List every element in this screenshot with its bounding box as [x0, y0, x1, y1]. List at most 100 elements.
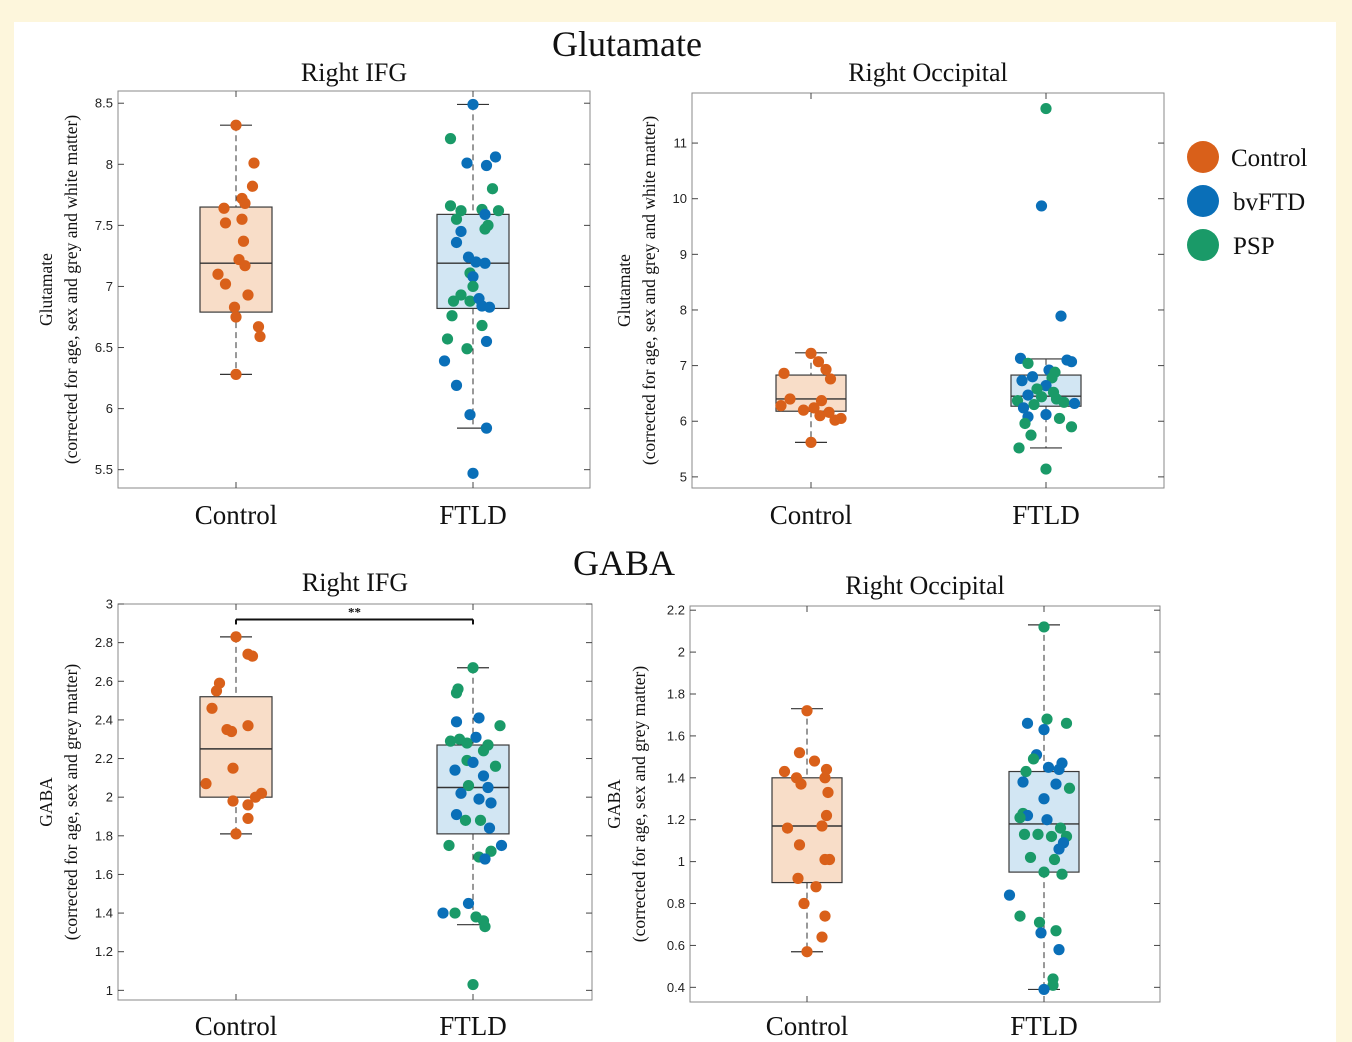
data-point-bvftd: [437, 907, 449, 919]
data-point-psp: [479, 920, 491, 933]
data-point-bvftd: [450, 236, 463, 249]
data-point-bvftd: [1038, 983, 1050, 996]
data-point-psp: [489, 760, 502, 772]
data-point-psp: [450, 687, 463, 699]
glutamate-right-ifg-chart: 5.5 6 6.5 7 7.5 8 8.5 Right IFG Control FTLD Gluta…: [36, 58, 591, 530]
gaba-right-occipital-chart: 0.4 0.6 0.8 1 1.2 1.4 1.6 1.8 2 2.2 Right Occipita…: [604, 571, 1161, 1041]
y-tick-label: 3: [106, 597, 113, 612]
y-tick-label: 2: [678, 645, 685, 660]
data-point-psp: [1032, 828, 1044, 840]
y-tick-label: 1: [106, 983, 113, 998]
category-label-ftld: FTLD: [439, 1011, 507, 1041]
data-point-bvftd: [1040, 380, 1052, 392]
data-point-control: [812, 356, 825, 368]
data-point-control: [819, 910, 831, 922]
data-point-psp: [1038, 866, 1050, 878]
data-point-psp: [449, 907, 461, 919]
data-point-psp: [1046, 372, 1058, 384]
data-point-bvftd: [438, 355, 451, 367]
data-point-psp: [485, 845, 497, 857]
data-point-psp: [1022, 357, 1034, 369]
data-point-bvftd: [467, 756, 479, 769]
data-point-psp: [1056, 868, 1068, 880]
data-point-psp: [1013, 442, 1025, 454]
data-point-psp: [1019, 417, 1031, 430]
data-point-control: [246, 180, 259, 192]
data-point-psp: [1047, 979, 1059, 991]
data-point-psp: [1053, 412, 1066, 425]
data-point-bvftd: [1053, 843, 1065, 855]
data-point-control: [781, 822, 794, 834]
data-point-control: [778, 765, 791, 778]
data-point-bvftd: [1065, 356, 1078, 368]
data-point-control: [793, 839, 806, 851]
data-point-bvftd: [1050, 778, 1062, 790]
data-point-bvftd: [470, 256, 482, 268]
category-label-ftld: FTLD: [1010, 1011, 1078, 1041]
y-tick-label: 1.2: [667, 812, 685, 827]
data-point-psp: [1045, 830, 1058, 843]
data-point-control: [823, 406, 835, 418]
data-point-control: [227, 795, 239, 807]
data-point-psp: [1041, 713, 1053, 725]
data-point-psp: [1033, 916, 1046, 928]
data-point-bvftd: [1022, 389, 1034, 401]
data-point-bvftd: [1042, 761, 1055, 773]
y-tick-label: 6.5: [95, 340, 113, 355]
box-ftld: [436, 213, 510, 310]
data-point-control: [242, 812, 254, 825]
significance-label: **: [348, 604, 361, 619]
legend-marker-psp: [1187, 229, 1219, 261]
y-tick-label: 1.6: [95, 867, 113, 882]
data-point-control: [805, 436, 817, 448]
y-axis-sublabel: (corrected for age, sex and grey and whi…: [639, 116, 659, 466]
data-point-control: [242, 799, 254, 811]
data-point-psp: [462, 779, 475, 792]
data-point-bvftd: [482, 781, 494, 794]
data-point-psp: [447, 295, 460, 307]
panel-title: Right IFG: [301, 58, 407, 87]
y-tick-label: 6: [680, 414, 687, 429]
data-point-control: [808, 402, 820, 414]
data-point-control: [795, 778, 807, 790]
data-point-psp: [444, 200, 457, 212]
y-tick-label: 1.8: [667, 687, 685, 702]
gaba-right-ifg-chart: 1 1.2 1.4 1.6 1.8 2 2.2 2.4 2.6 2.8 3 ** Right IFG Co…: [36, 568, 593, 1041]
data-point-psp: [444, 735, 457, 747]
data-point-control: [792, 872, 804, 884]
data-point-psp: [1027, 753, 1040, 765]
data-point-control: [248, 157, 260, 169]
data-point-control: [829, 414, 841, 426]
data-point-bvftd: [1038, 724, 1050, 736]
data-point-bvftd: [1053, 763, 1065, 776]
y-tick-label: 1.6: [667, 728, 685, 743]
data-point-bvftd: [1016, 375, 1028, 387]
data-point-bvftd: [1021, 717, 1034, 729]
data-point-bvftd: [1041, 814, 1053, 826]
data-point-psp: [446, 310, 458, 322]
data-point-psp: [443, 839, 455, 852]
data-point-psp: [1050, 925, 1062, 937]
data-point-control: [801, 705, 813, 717]
y-axis-sublabel: (corrected for age, sex and grey matter): [629, 666, 649, 943]
y-tick-label: 7: [106, 279, 113, 294]
data-point-bvftd: [480, 159, 493, 172]
data-point-psp: [1058, 396, 1070, 408]
data-point-psp: [459, 814, 472, 826]
data-point-bvftd: [450, 808, 463, 821]
data-point-control: [219, 278, 232, 290]
data-point-control: [239, 197, 251, 209]
data-point-psp: [467, 280, 479, 293]
data-point-bvftd: [1017, 402, 1030, 414]
data-point-control: [254, 330, 266, 343]
data-point-control: [778, 367, 790, 379]
data-point-bvftd: [1055, 310, 1067, 322]
data-point-bvftd: [480, 422, 493, 434]
data-point-bvftd: [450, 379, 463, 391]
panel-title: Right Occipital: [848, 58, 1008, 87]
data-point-control: [824, 373, 837, 385]
data-point-bvftd: [1035, 200, 1048, 212]
data-point-bvftd: [464, 409, 476, 421]
data-point-psp: [476, 319, 488, 332]
